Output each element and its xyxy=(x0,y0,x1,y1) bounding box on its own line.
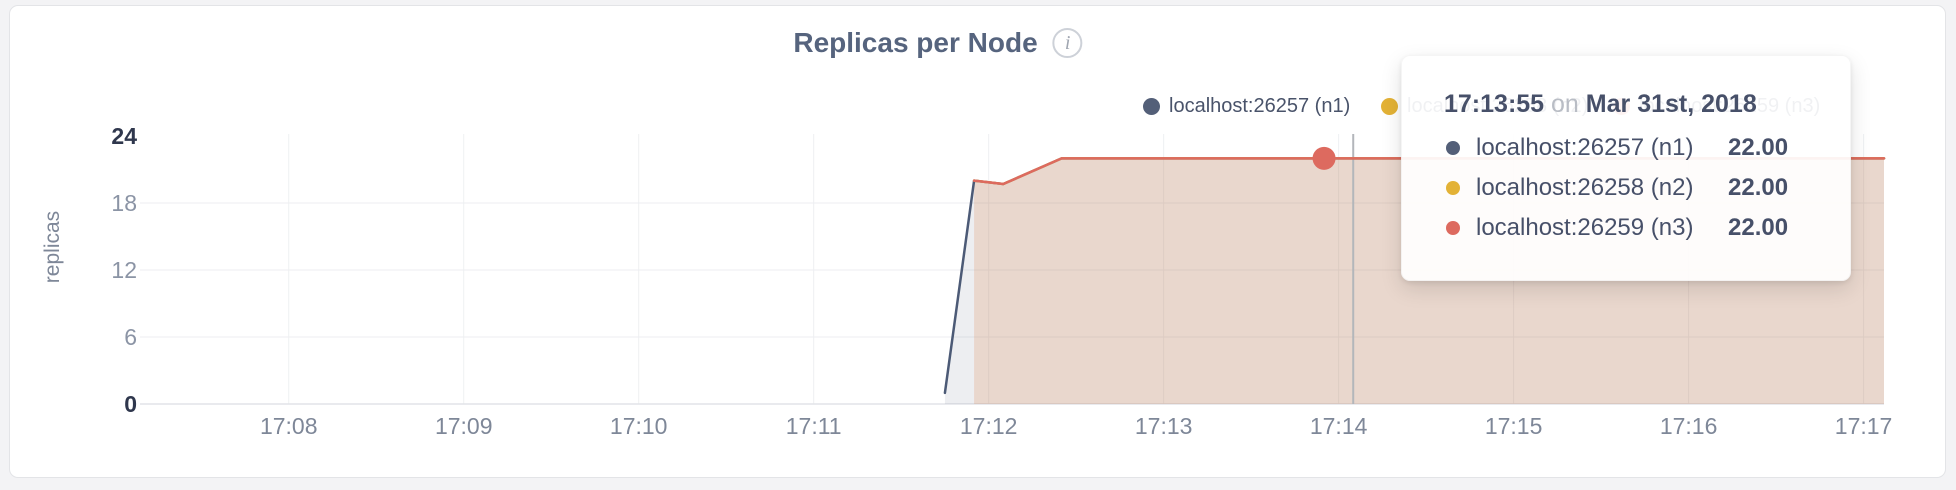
tooltip-series-value: 22.00 xyxy=(1728,214,1789,241)
legend-series-dot xyxy=(1381,97,1398,115)
hover-tooltip: 17:13:55 on Mar 31st, 2018 localhost:262… xyxy=(1401,55,1851,281)
chart-title-wrap: Replicas per Node i xyxy=(793,27,1083,59)
tooltip-row: localhost:26258 (n2) 22.00 xyxy=(1446,168,1850,208)
tooltip-conjunction: on xyxy=(1551,90,1579,118)
x-tick-label: 17:08 xyxy=(259,413,318,439)
x-tick-label: 17:12 xyxy=(959,413,1018,439)
y-tick-label: 6 xyxy=(124,324,137,350)
tooltip-date: Mar 31st, 2018 xyxy=(1585,90,1757,118)
tooltip-series-label: localhost:26257 (n1) xyxy=(1476,134,1694,161)
x-tick-label: 17:17 xyxy=(1834,413,1893,439)
tooltip-time: 17:13:55 xyxy=(1444,90,1545,118)
legend-series-label: localhost:26257 (n1) xyxy=(1169,94,1351,117)
tooltip-row: localhost:26259 (n3) 22.00 xyxy=(1446,208,1850,248)
tooltip-series-label: localhost:26258 (n2) xyxy=(1476,174,1694,201)
y-tick-label: 18 xyxy=(111,190,137,216)
x-tick-label: 17:14 xyxy=(1309,413,1368,439)
x-tick-label: 17:10 xyxy=(609,413,668,439)
legend-item[interactable]: localhost:26257 (n1) xyxy=(1143,93,1350,119)
tooltip-series-dot xyxy=(1446,141,1460,155)
highlighted-data-point xyxy=(1312,146,1336,170)
y-tick-label: 0 xyxy=(124,391,137,417)
info-icon-glyph: i xyxy=(1064,32,1071,54)
tooltip-series-dot xyxy=(1446,221,1460,235)
tooltip-series-value: 22.00 xyxy=(1728,174,1789,201)
x-tick-label: 17:13 xyxy=(1134,413,1193,439)
x-tick-label: 17:11 xyxy=(785,413,842,439)
tooltip-series-label: localhost:26259 (n3) xyxy=(1476,214,1694,241)
chart-title: Replicas per Node xyxy=(793,27,1038,58)
tooltip-series-value: 22.00 xyxy=(1728,134,1789,161)
y-tick-label: 12 xyxy=(111,257,137,283)
x-tick-label: 17:16 xyxy=(1659,413,1718,439)
tooltip-header: 17:13:55 on Mar 31st, 2018 xyxy=(1444,90,1850,119)
tooltip-series-dot xyxy=(1446,181,1460,195)
tooltip-rows: localhost:26257 (n1) 22.00 localhost:26258… xyxy=(1402,128,1850,248)
legend-series-dot xyxy=(1143,97,1160,115)
tooltip-row: localhost:26257 (n1) 22.00 xyxy=(1446,128,1850,168)
info-icon[interactable]: i xyxy=(1052,28,1083,58)
x-tick-label: 17:09 xyxy=(434,413,493,439)
y-tick-label: 24 xyxy=(111,123,137,149)
x-tick-label: 17:15 xyxy=(1484,413,1543,439)
